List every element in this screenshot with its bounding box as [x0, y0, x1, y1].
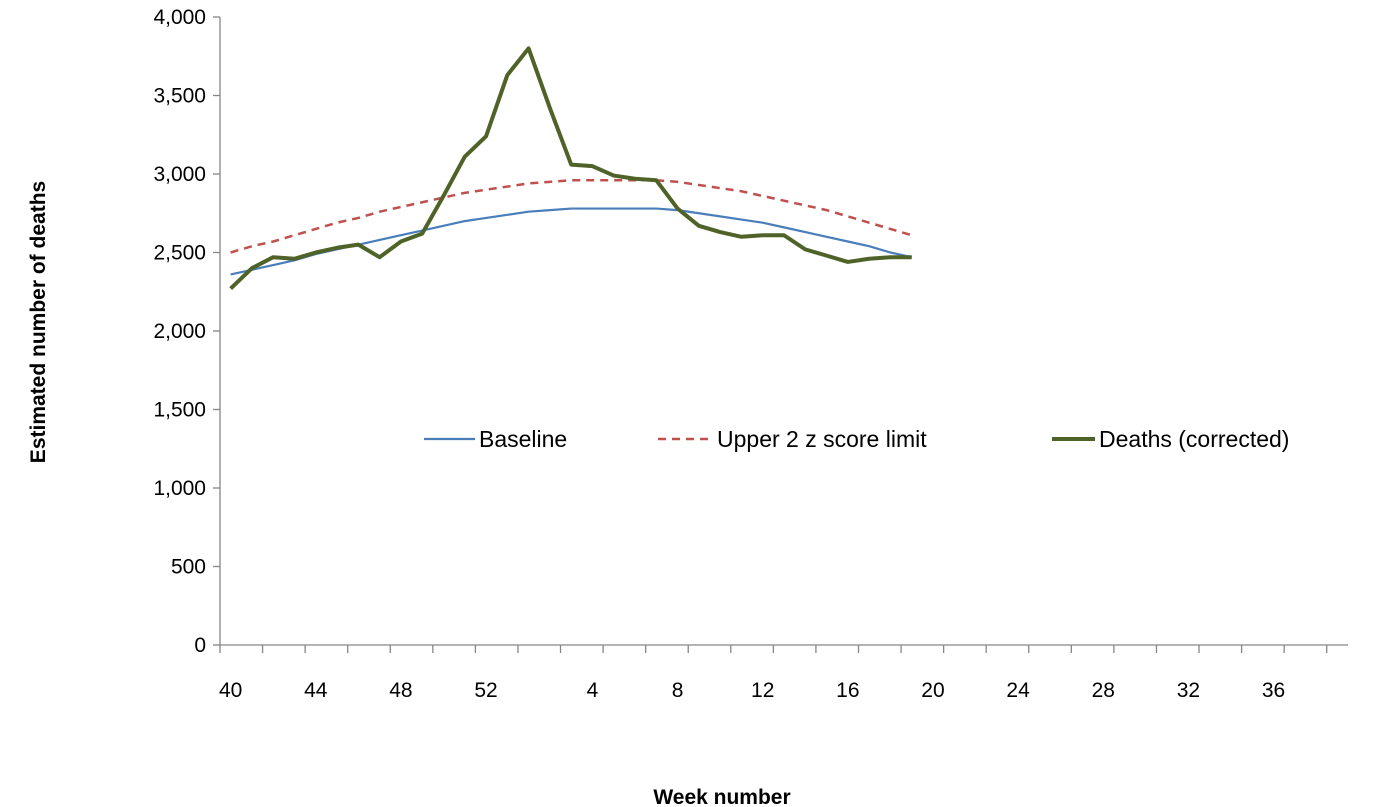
- x-tick-label: 40: [219, 679, 242, 702]
- y-tick-label: 2,500: [153, 242, 206, 265]
- y-tick-label: 0: [194, 634, 206, 657]
- legend-label-0: Baseline: [479, 426, 567, 452]
- x-tick-label: 28: [1092, 679, 1115, 702]
- x-tick-label: 16: [836, 679, 859, 702]
- series-line-1: [230, 179, 913, 254]
- series-line-0: [230, 207, 912, 276]
- x-tick-label: 32: [1177, 679, 1200, 702]
- y-tick-label: 500: [171, 556, 206, 579]
- y-tick-label: 4,000: [153, 6, 206, 29]
- y-tick-label: 1,000: [153, 477, 206, 500]
- series-lines: [229, 46, 913, 291]
- y-axis-title: Estimated number of deaths: [27, 181, 50, 463]
- x-axis-title: Week number: [653, 786, 790, 807]
- y-tick-label: 3,000: [153, 163, 206, 186]
- x-tick-label: 44: [304, 679, 328, 702]
- legend-label-2: Deaths (corrected): [1099, 426, 1289, 452]
- x-tick-label: 8: [672, 679, 684, 702]
- legend-label-1: Upper 2 z score limit: [717, 426, 927, 452]
- x-tick-label: 52: [474, 679, 497, 702]
- x-tick-labels: 40 44 48 52 4 8 12 16 20 24 28 32 36: [219, 679, 1285, 702]
- axes: [213, 16, 1348, 653]
- x-tick-label: 24: [1006, 679, 1030, 702]
- x-tick-label: 20: [921, 679, 944, 702]
- series-line-2: [229, 46, 912, 291]
- x-tick-label: 4: [587, 679, 599, 702]
- x-tick-label: 48: [389, 679, 412, 702]
- y-tick-label: 2,000: [153, 320, 206, 343]
- y-tick-label: 1,500: [153, 399, 206, 422]
- x-tick-label: 36: [1262, 679, 1285, 702]
- x-tick-label: 12: [751, 679, 774, 702]
- y-tick-label: 3,500: [153, 85, 206, 108]
- legend: Baseline Upper 2 z score limit Deaths (cor…: [424, 426, 1289, 452]
- y-tick-labels: 0 500 1,000 1,500 2,000 2,500 3,000 3,500 4,000: [153, 6, 206, 657]
